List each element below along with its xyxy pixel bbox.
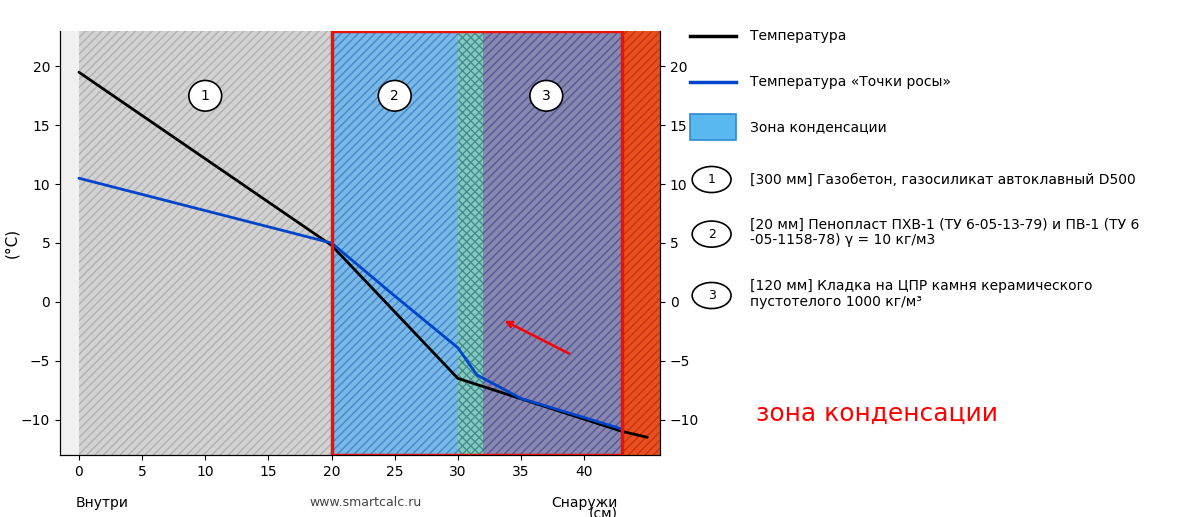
Y-axis label: (°C): (°C) bbox=[5, 228, 19, 258]
Text: -05-1158-78) γ = 10 кг/м3: -05-1158-78) γ = 10 кг/м3 bbox=[750, 233, 935, 247]
Text: (см): (см) bbox=[589, 507, 618, 517]
Circle shape bbox=[692, 166, 731, 192]
Text: Зона конденсации: Зона конденсации bbox=[750, 120, 887, 134]
Text: 1: 1 bbox=[708, 173, 715, 186]
Text: 3: 3 bbox=[708, 289, 715, 302]
Text: www.smartcalc.ru: www.smartcalc.ru bbox=[310, 496, 422, 509]
Text: [300 мм] Газобетон, газосиликат автоклавный D500: [300 мм] Газобетон, газосиликат автоклав… bbox=[750, 173, 1135, 187]
Text: зона конденсации: зона конденсации bbox=[756, 402, 998, 425]
Text: 3: 3 bbox=[542, 89, 551, 103]
Text: [20 мм] Пенопласт ПХВ-1 (ТУ 6-05-13-79) и ПВ-1 (ТУ 6: [20 мм] Пенопласт ПХВ-1 (ТУ 6-05-13-79) … bbox=[750, 218, 1139, 232]
Bar bbox=[79, 31, 331, 455]
Circle shape bbox=[378, 81, 412, 111]
Text: Температура «Точки росы»: Температура «Точки росы» bbox=[750, 74, 952, 89]
Bar bbox=[622, 31, 660, 455]
Circle shape bbox=[188, 81, 222, 111]
Text: Температура: Температура bbox=[750, 29, 846, 43]
Bar bbox=[458, 31, 484, 455]
Text: Снаружи: Снаружи bbox=[552, 496, 618, 510]
Text: 1: 1 bbox=[200, 89, 210, 103]
Text: [120 мм] Кладка на ЦПР камня керамического: [120 мм] Кладка на ЦПР камня керамическо… bbox=[750, 279, 1092, 293]
Text: пустотелого 1000 кг/м³: пустотелого 1000 кг/м³ bbox=[750, 295, 922, 309]
Text: 2: 2 bbox=[708, 227, 715, 240]
Bar bbox=[484, 31, 622, 455]
Circle shape bbox=[692, 221, 731, 247]
Text: Внутри: Внутри bbox=[76, 496, 128, 510]
Circle shape bbox=[530, 81, 563, 111]
Text: 2: 2 bbox=[390, 89, 400, 103]
Bar bbox=[331, 31, 622, 455]
Circle shape bbox=[692, 282, 731, 309]
Bar bbox=[331, 31, 458, 455]
